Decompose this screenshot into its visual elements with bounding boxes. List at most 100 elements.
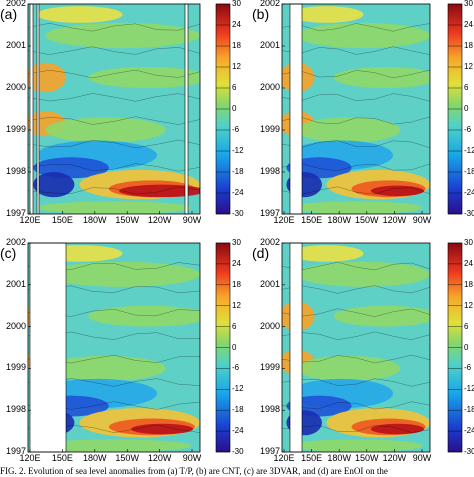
contour-line — [282, 354, 430, 364]
anomaly-contour — [296, 355, 401, 381]
contour-line — [28, 46, 200, 55]
x-tick-label: 90W — [412, 215, 432, 225]
y-tick-label: 1999 — [259, 362, 280, 373]
colorbar-tick-label: 12 — [232, 62, 241, 71]
panel-label: (b) — [252, 6, 270, 22]
anomaly-contour — [333, 305, 430, 327]
colorbar-tick-label: -30 — [232, 209, 244, 218]
colorbar-tick-label: 12 — [464, 300, 473, 310]
colorbar-tick-label: -12 — [232, 384, 244, 394]
x-tick-label: 180W — [327, 453, 351, 463]
x-tick-label: 120E — [19, 215, 41, 225]
colorbar-tick-label: 6 — [464, 83, 469, 92]
anomaly-contour — [370, 423, 425, 435]
anomaly-contour — [131, 423, 194, 435]
colorbar-tick-label: 18 — [232, 279, 241, 289]
contour-line — [282, 261, 430, 271]
no-data-strip — [184, 3, 189, 215]
x-tick-label: 150W — [115, 453, 139, 463]
y-tick-label: 1997 — [5, 208, 26, 218]
plot-frame — [27, 242, 201, 453]
contour-line — [282, 163, 430, 172]
x-tick-label: 150E — [51, 215, 73, 225]
anomaly-contour — [45, 22, 200, 49]
anomaly-contour — [289, 245, 364, 262]
contour-line — [282, 46, 430, 55]
colorbar-tick-label: 0 — [464, 342, 469, 352]
colorbar-tick-label: 30 — [232, 238, 241, 247]
colorbar-tick-label: -24 — [464, 426, 474, 436]
y-tick-label: 1998 — [5, 166, 26, 176]
colorbar-tick-label: 6 — [464, 321, 469, 331]
x-tick-label: 120E — [273, 453, 295, 463]
y-tick-label: 1999 — [5, 124, 26, 134]
anomaly-contour — [36, 201, 192, 214]
y-tick-label: 1997 — [5, 446, 26, 456]
colorbar-tick-label: 0 — [464, 104, 469, 113]
colorbar-tick-label: -6 — [232, 125, 240, 134]
anomaly-contour — [119, 184, 200, 198]
colorbar-tick-label: -24 — [232, 426, 244, 436]
colorbar-tick-label: 30 — [464, 238, 473, 247]
x-tick-label: 150W — [355, 215, 379, 225]
colorbar-tick-label: 6 — [232, 321, 237, 331]
colorbar-tick-label: -30 — [464, 447, 474, 456]
y-tick-label: 1997 — [259, 208, 280, 218]
contour-line — [282, 331, 430, 341]
contour-line — [28, 186, 200, 195]
x-tick-label: 90W — [412, 453, 432, 463]
colorbar-tick-label: -30 — [232, 447, 244, 456]
colorbar-tick-label: 12 — [232, 300, 241, 310]
colorbar-tick-label: 30 — [464, 0, 473, 8]
contour-line — [282, 285, 430, 294]
no-data-strip — [289, 3, 303, 215]
contour-line — [28, 23, 200, 32]
contour-line — [282, 186, 430, 195]
y-tick-label: 1998 — [259, 404, 280, 415]
y-tick-label: 2002 — [5, 237, 26, 247]
colorbar-tick-label: 18 — [464, 41, 473, 50]
figure-caption: FIG. 2. Evolution of sea level anomalies… — [0, 466, 388, 476]
y-tick-label: 2002 — [5, 0, 26, 8]
contour-line — [282, 69, 430, 79]
anomaly-contour — [45, 261, 200, 287]
anomaly-contour — [333, 67, 430, 88]
panel-label: (a) — [0, 6, 18, 22]
contour-line — [282, 308, 430, 317]
y-tick-label: 2001 — [5, 40, 26, 50]
panel-c — [27, 242, 231, 453]
x-tick-label: 120W — [147, 215, 172, 225]
colorbar-tick-label: -18 — [232, 167, 244, 176]
anomaly-contour — [88, 67, 200, 88]
anomaly-contour — [289, 201, 423, 214]
plot-frame — [281, 242, 431, 453]
panel-d — [281, 242, 463, 453]
colorbar-tick-label: 0 — [232, 342, 237, 352]
y-tick-label: 2001 — [5, 278, 26, 289]
x-tick-label: 120W — [382, 453, 407, 463]
panel-label: (d) — [252, 245, 270, 261]
colorbar-tick-label: 24 — [232, 258, 241, 268]
x-tick-label: 150E — [301, 453, 323, 463]
contour-line — [28, 139, 200, 149]
anomaly-contour — [289, 6, 364, 23]
x-tick-label: 180W — [327, 215, 351, 225]
colorbar-tick-label: -18 — [464, 167, 474, 176]
plot-frame — [281, 3, 431, 215]
colorbar-tick-label: -6 — [464, 125, 472, 134]
colorbar-tick-label: 18 — [464, 279, 473, 289]
colorbar-tick-label: -12 — [232, 146, 244, 155]
y-tick-label: 1999 — [5, 362, 26, 373]
anomaly-contour — [88, 305, 200, 327]
x-tick-label: 150W — [115, 215, 139, 225]
colorbar-tick-label: -18 — [232, 405, 244, 415]
colorbar-tick-label: 6 — [232, 83, 237, 92]
x-tick-label: 180W — [83, 453, 107, 463]
no-data-strip — [289, 242, 303, 453]
contour-line — [282, 425, 430, 433]
anomaly-contour — [33, 172, 75, 198]
colorbar-tick-label: -6 — [464, 363, 472, 373]
anomaly-contour — [36, 439, 192, 452]
contour-line — [282, 378, 430, 387]
